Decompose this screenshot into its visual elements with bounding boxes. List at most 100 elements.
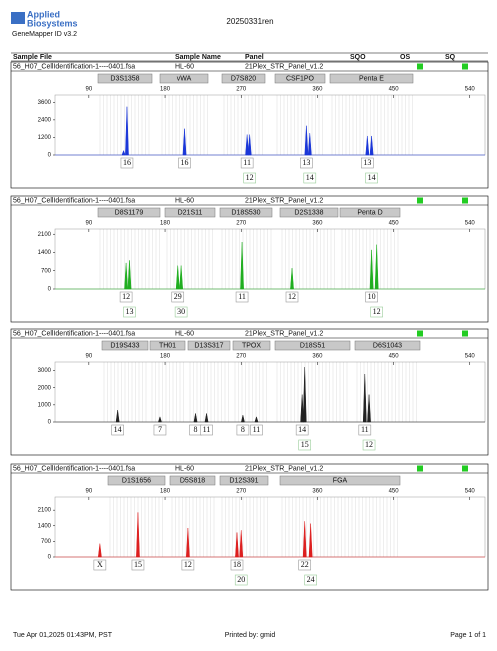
marker-label: D21S11 [178,209,203,216]
marker-box [164,207,216,218]
allele-label: 11 [361,425,369,434]
marker-box [97,73,153,84]
allele-label: 24 [307,575,315,584]
x-tick-label: 360 [312,87,323,93]
marker-box [159,73,209,84]
x-tick-label: 180 [160,221,171,227]
panel-name: 21Plex_STR_Panel_v1.2 [245,330,323,337]
marker-label: TPOX [242,342,261,349]
y-tick-label: 2100 [38,232,52,238]
marker-label: D1S1656 [122,477,151,484]
allele-label: 30 [177,307,185,316]
allele-box [295,424,309,436]
allele-label: 14 [368,173,376,182]
footer-user: Printed by: gmid [225,632,276,639]
panel-name: 21Plex_STR_Panel_v1.2 [245,465,323,472]
quality-flag [417,63,423,70]
marker-label: D8S1179 [115,209,144,216]
sample-name: HL-60 [175,330,194,337]
x-tick-label: 180 [160,354,171,360]
peak [125,106,129,156]
y-tick-label: 0 [48,287,52,293]
peak [304,125,309,156]
quality-flag [462,197,468,204]
x-tick-label: 450 [389,221,400,227]
x-tick-label: 270 [236,87,247,93]
marker-label: D18S530 [231,209,260,216]
peak [186,527,190,558]
x-tick-label: 180 [160,87,171,93]
allele-box [178,157,191,169]
peak [158,416,162,423]
column-header: SQ [445,54,456,61]
allele-label: X [97,560,103,569]
allele-box [298,439,312,451]
peak [240,242,244,290]
sample-file: 56_H07_CellIdentification-1----0401.fsa [13,465,135,472]
allele-box [362,439,376,451]
marker-box [279,475,401,486]
marker-label: D18S51 [300,342,325,349]
peak [300,394,305,423]
allele-box [111,424,124,436]
marker-box [339,207,401,218]
peak [254,416,259,423]
panel-frame [10,195,489,323]
marker-box [219,475,269,486]
peak [240,415,245,423]
allele-label: 20 [237,575,245,584]
peak [97,543,102,558]
peak [193,413,198,423]
marker-box [354,340,421,351]
x-tick-label: 270 [236,489,247,495]
peak [239,530,244,558]
x-tick-label: 360 [312,354,323,360]
column-header: OS [400,54,410,61]
allele-label: 10 [368,292,376,301]
allele-box [119,291,133,303]
x-tick-label: 450 [389,489,400,495]
allele-label: 15 [301,440,309,449]
peak [182,128,187,156]
peak [302,521,307,558]
allele-label: 14 [298,425,306,434]
peak [179,265,183,290]
y-tick-label: 700 [41,268,52,274]
allele-box [243,172,256,184]
marker-box [232,340,271,351]
allele-label: 11 [238,292,246,301]
quality-flag [462,465,468,472]
allele-label: 15 [134,560,142,569]
y-tick-label: 1400 [38,250,52,256]
software: GeneMapper ID v3.2 [12,31,77,38]
allele-label: 13 [363,158,371,167]
allele-label: 12 [122,292,130,301]
marker-box [107,475,166,486]
allele-label: 16 [181,158,189,167]
sample-name: HL-60 [175,465,194,472]
allele-box [236,424,250,436]
peak [374,244,379,290]
marker-label: Penta E [359,75,384,82]
peak [290,268,294,290]
peak [302,367,307,423]
allele-box [300,157,313,169]
marker-label: TH01 [159,342,176,349]
allele-box [365,172,378,184]
x-tick-label: 270 [236,221,247,227]
footer-date: Tue Apr 01,2025 01:43PM, PST [13,632,113,639]
x-tick-label: 540 [465,354,476,360]
panel-name: 21Plex_STR_Panel_v1.2 [245,197,323,204]
allele-box [200,424,213,436]
y-tick-label: 3000 [38,368,52,374]
allele-label: 12 [365,440,373,449]
sample-file: 56_H07_CellIdentification-1----0401.fsa [13,330,135,337]
allele-box [365,291,378,303]
allele-box [120,157,134,169]
allele-label: 29 [174,292,182,301]
peak [136,512,140,558]
marker-label: Penta D [357,209,382,216]
marker-box [274,340,351,351]
allele-box [174,306,188,318]
allele-box [181,559,195,571]
